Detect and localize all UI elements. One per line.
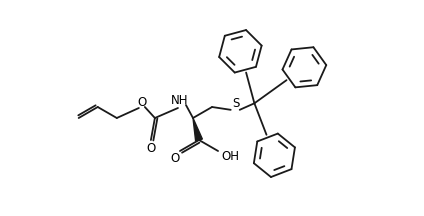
Text: O: O <box>146 143 156 156</box>
Polygon shape <box>193 118 202 141</box>
Text: NH: NH <box>171 94 189 106</box>
Text: O: O <box>170 152 180 165</box>
Text: S: S <box>232 97 240 110</box>
Text: OH: OH <box>221 151 239 164</box>
Text: O: O <box>137 97 146 110</box>
